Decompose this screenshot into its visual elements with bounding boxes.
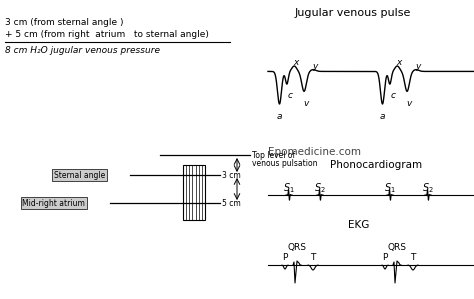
Text: $S_1$: $S_1$ xyxy=(283,181,295,195)
Text: $S_2$: $S_2$ xyxy=(314,181,326,195)
Text: EKG: EKG xyxy=(348,220,369,230)
Text: x: x xyxy=(397,58,402,67)
Text: 5 cm: 5 cm xyxy=(222,199,241,208)
Bar xyxy=(183,165,205,220)
Text: P: P xyxy=(383,253,388,262)
Text: Jugular venous pulse: Jugular venous pulse xyxy=(295,8,411,18)
Text: QRS: QRS xyxy=(388,243,407,252)
Text: P: P xyxy=(283,253,288,262)
Text: y: y xyxy=(312,62,318,71)
Text: $S_1$: $S_1$ xyxy=(384,181,396,195)
Text: Sternal angle: Sternal angle xyxy=(54,170,105,179)
Text: a: a xyxy=(277,112,283,121)
Text: venous pulsation: venous pulsation xyxy=(252,158,318,167)
Text: Mid-right atrium: Mid-right atrium xyxy=(22,199,85,208)
Text: Epomedicine.com: Epomedicine.com xyxy=(268,147,361,157)
Text: + 5 cm (from right  atrium   to sternal angle): + 5 cm (from right atrium to sternal ang… xyxy=(5,30,209,39)
Text: y: y xyxy=(415,62,421,71)
Text: 8 cm H₂O jugular venous pressure: 8 cm H₂O jugular venous pressure xyxy=(5,46,160,55)
Text: v: v xyxy=(406,99,412,108)
Text: c: c xyxy=(287,91,292,100)
Text: x: x xyxy=(293,58,299,67)
Text: Phonocardiogram: Phonocardiogram xyxy=(330,160,422,170)
Text: $S_2$: $S_2$ xyxy=(422,181,434,195)
Text: 3 cm: 3 cm xyxy=(222,170,241,179)
Text: QRS: QRS xyxy=(288,243,307,252)
Text: T: T xyxy=(410,253,416,262)
Text: Top level of: Top level of xyxy=(252,150,295,159)
Text: T: T xyxy=(310,253,316,262)
Text: v: v xyxy=(303,99,309,108)
Text: 3 cm (from sternal angle ): 3 cm (from sternal angle ) xyxy=(5,18,124,27)
Text: a: a xyxy=(380,112,385,121)
Text: c: c xyxy=(391,91,395,100)
